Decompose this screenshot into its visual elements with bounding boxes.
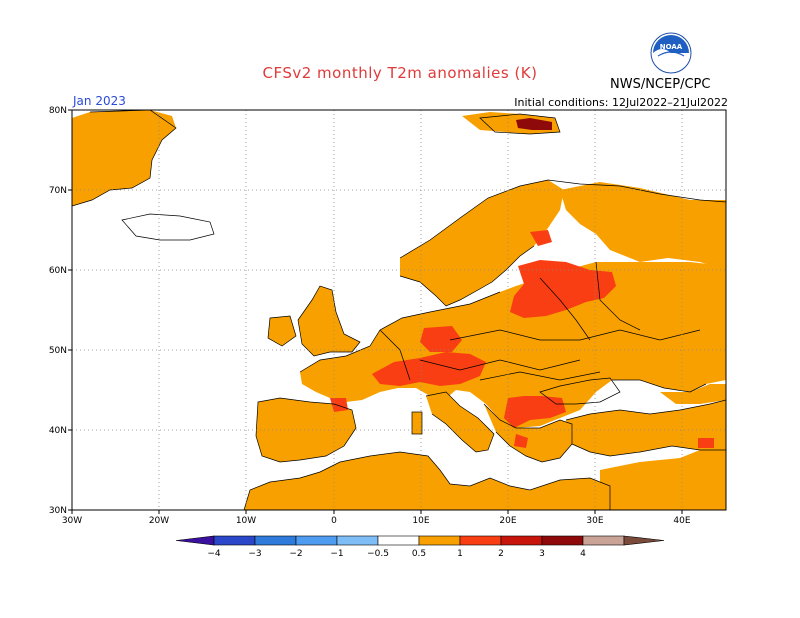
colorbar-label: 4: [580, 549, 586, 559]
forecast-month: Jan 2023: [73, 94, 126, 108]
colorbar-label: −1: [330, 549, 343, 559]
colorbar-arrow-low: [175, 535, 215, 546]
colorbar-segment: [459, 535, 502, 546]
colorbar-arrow-high: [623, 535, 665, 546]
lon-tick: 0: [331, 516, 337, 526]
graticule: [72, 110, 726, 510]
lat-tick: 30N: [49, 506, 67, 516]
colorbar-segment: [541, 535, 584, 546]
colorbar-label: 1: [457, 549, 463, 559]
colorbar-segment: [418, 535, 461, 546]
colorbar-label: −3: [248, 549, 261, 559]
lon-tick: 20W: [149, 516, 169, 526]
map-frame: [71, 109, 727, 511]
anomaly-field-orange: [72, 110, 726, 510]
lon-tick: 10E: [412, 516, 429, 526]
colorbar-label: −0.5: [367, 549, 389, 559]
colorbar-label: 2: [498, 549, 504, 559]
map-title: CFSv2 monthly T2m anomalies (K): [262, 64, 538, 82]
lat-tick: 70N: [49, 186, 67, 196]
colorbar-segment: [213, 535, 256, 546]
coastlines: [72, 110, 726, 510]
anomaly-field-red: [330, 230, 714, 448]
colorbar-segment: [582, 535, 625, 546]
initial-conditions: Initial conditions: 12Jul2022–21Jul2022: [514, 96, 728, 109]
colorbar-label: 0.5: [412, 549, 426, 559]
lat-tick: 40N: [49, 426, 67, 436]
agency-label: NWS/NCEP/CPC: [610, 77, 711, 92]
lon-tick: 30W: [62, 516, 82, 526]
noaa-logo-icon: NOAA: [650, 32, 692, 74]
colorbar-segment: [254, 535, 297, 546]
anomaly-field-darkred: [516, 118, 552, 130]
lat-tick: 50N: [49, 346, 67, 356]
lon-tick: 20E: [499, 516, 516, 526]
lon-tick: 10W: [236, 516, 256, 526]
lon-tick: 30E: [586, 516, 603, 526]
colorbar-label: −2: [289, 549, 302, 559]
colorbar-label: 3: [539, 549, 545, 559]
lat-tick: 80N: [49, 106, 67, 116]
colorbar-segment: [295, 535, 338, 546]
colorbar-segment: [500, 535, 543, 546]
svg-text:NOAA: NOAA: [660, 43, 683, 51]
colorbar-segment: [336, 535, 379, 546]
lat-tick: 60N: [49, 266, 67, 276]
colorbar: −4 −3 −2 −1 −0.5 0.5 1 2 3 4: [175, 535, 665, 559]
colorbar-segment: [377, 535, 420, 546]
colorbar-label: −4: [207, 549, 221, 559]
lon-tick: 40E: [673, 516, 690, 526]
